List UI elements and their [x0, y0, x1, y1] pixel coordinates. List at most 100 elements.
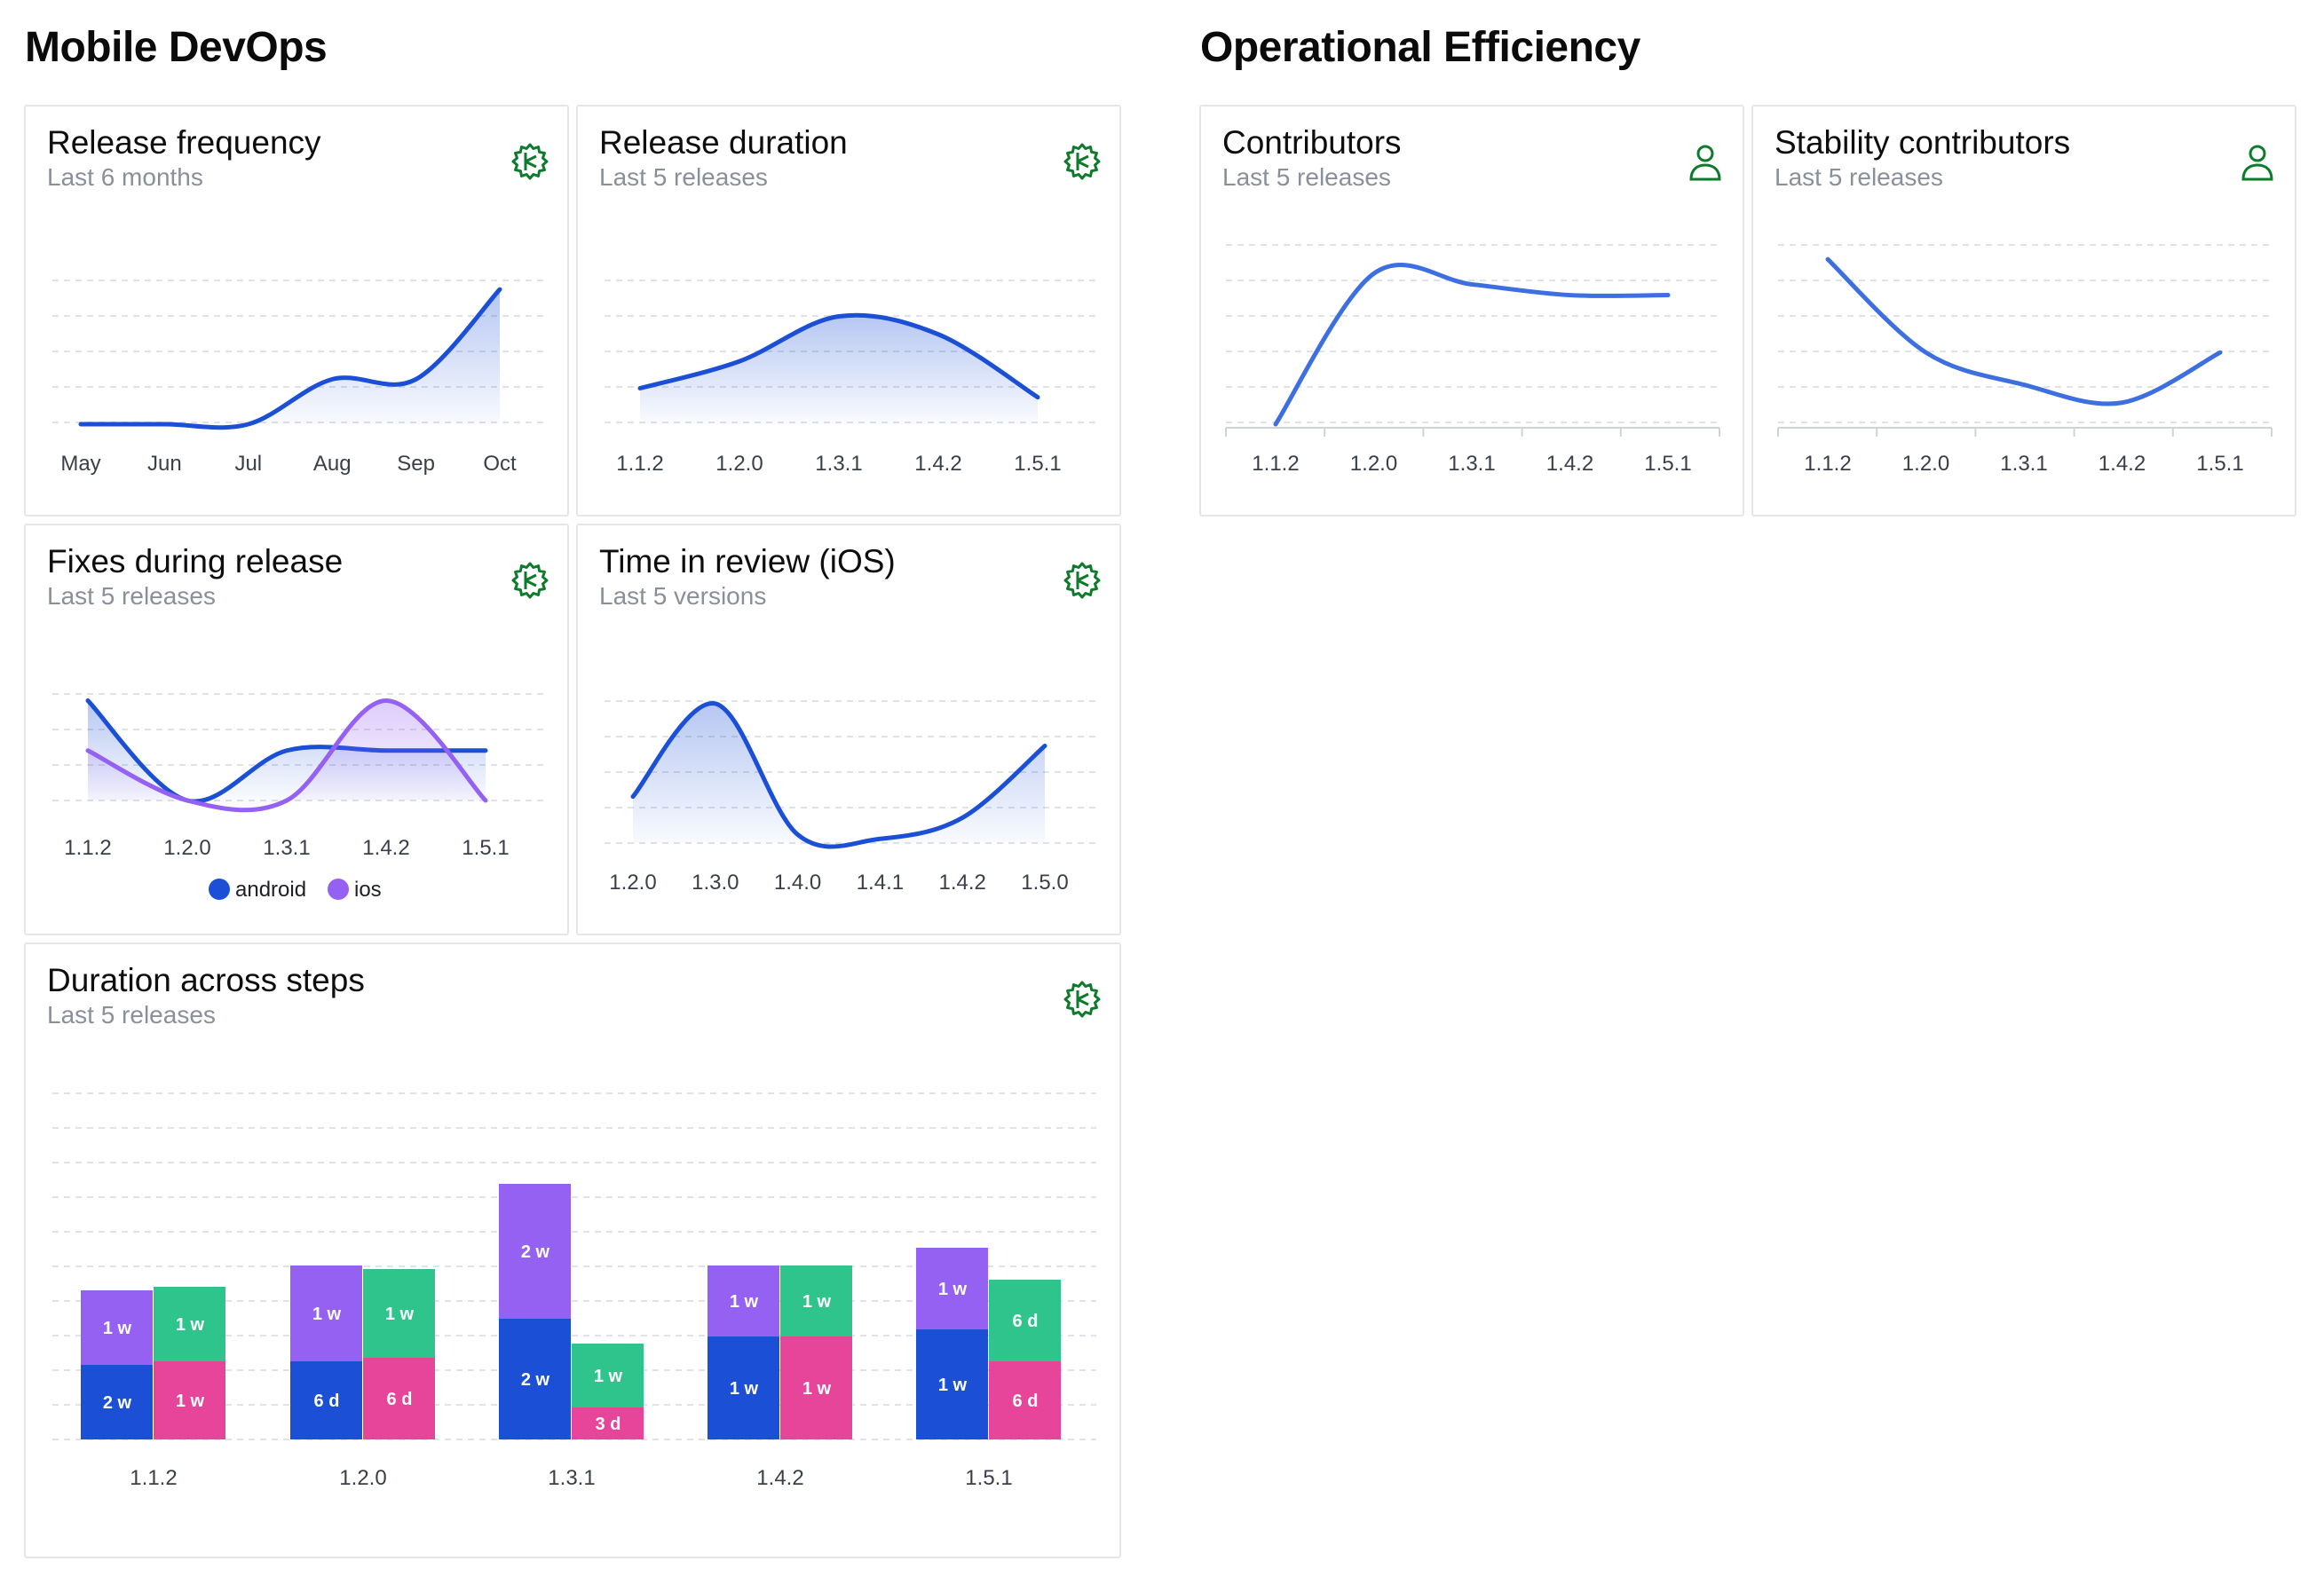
gear-shape — [511, 562, 549, 599]
x-tick-label: 1.5.1 — [1644, 452, 1691, 476]
bar-label: 1 w — [802, 1292, 832, 1312]
x-tick-label: 1.3.0 — [692, 871, 739, 895]
bar-label: 1 w — [312, 1305, 342, 1324]
bar-label: 2 w — [521, 1370, 550, 1390]
bar-segment-android — [290, 1265, 362, 1361]
bar-segment-android — [81, 1365, 153, 1439]
bar-label: 1 w — [176, 1392, 205, 1411]
x-tick-label: 1.1.2 — [130, 1466, 177, 1490]
user-body — [2241, 163, 2273, 181]
stability-contributors-chart: 1.1.2 1.2.0 1.3.1 1.4.2 1.5.1 — [1777, 244, 2273, 476]
x-tick-label: 1.5.1 — [965, 1466, 1012, 1490]
x-tick-label: Aug — [313, 452, 352, 476]
gear-glyph — [1076, 153, 1089, 170]
gear-icon[interactable] — [509, 140, 551, 183]
series-line-value — [630, 701, 1047, 849]
time-in-review-chart: 1.2.0 1.3.0 1.4.0 1.4.1 1.4.2 1.5.0 — [605, 700, 1096, 895]
legend-label-android: android — [235, 878, 306, 902]
card-subtitle: Last 5 releases — [47, 1001, 216, 1029]
x-tick-label: 1.2.0 — [339, 1466, 386, 1490]
duration-across-steps-card[interactable]: Duration across steps Last 5 releases 2 … — [24, 942, 1121, 1558]
card-subtitle: Last 5 releases — [47, 582, 216, 610]
x-tick-label: 1.3.1 — [815, 452, 862, 476]
x-tick-label: 1.4.2 — [914, 452, 961, 476]
x-tick-label: Jun — [147, 452, 182, 476]
gear-outline — [1063, 562, 1101, 599]
release-frequency-card[interactable]: Release frequency Last 6 months May Jun Ju… — [24, 105, 569, 516]
x-tick-label: Oct — [483, 452, 517, 476]
bar-segment-ios — [154, 1287, 225, 1361]
x-tick-label: 1.5.1 — [1014, 452, 1061, 476]
bar-label: 1 w — [103, 1319, 132, 1338]
card-title: Contributors — [1222, 124, 1402, 161]
gear-icon[interactable] — [1061, 978, 1103, 1021]
x-tick-label: 1.5.1 — [2196, 452, 2243, 476]
gear-outline — [511, 562, 549, 599]
gear-icon[interactable] — [509, 559, 551, 602]
series-line-value — [1273, 263, 1671, 427]
bar-segment-ios — [780, 1336, 852, 1439]
x-tick-label: 1.2.0 — [715, 452, 763, 476]
bar-label: 1 w — [385, 1305, 415, 1324]
bar-segment-ios — [572, 1407, 644, 1439]
series-area-value — [81, 289, 500, 428]
release-duration-card[interactable]: Release duration Last 5 releases 1.1.2 1.… — [576, 105, 1121, 516]
bar-segment-android — [707, 1336, 779, 1439]
x-tick-label: 1.3.1 — [548, 1466, 595, 1490]
bar-segment-ios — [363, 1358, 435, 1439]
gear-glyph — [1076, 572, 1089, 589]
card-title: Time in review (iOS) — [599, 543, 896, 580]
fixes-during-release-chart: 1.1.2 1.2.0 1.3.1 1.4.2 1.5.1 android ios — [52, 693, 544, 902]
bar-segment-android — [499, 1319, 571, 1439]
user-icon[interactable] — [1684, 140, 1727, 183]
bar-segment-ios — [989, 1280, 1061, 1361]
bar-segment-android — [707, 1265, 779, 1336]
bar-segment-android — [290, 1361, 362, 1439]
fixes-during-release-card[interactable]: Fixes during release Last 5 releases 1.1… — [24, 524, 569, 935]
card-title: Release frequency — [47, 124, 321, 161]
x-tick-label: 1.1.2 — [1804, 452, 1851, 476]
gear-icon[interactable] — [1061, 559, 1103, 602]
bar-label: 6 d — [1013, 1312, 1039, 1331]
release-frequency-chart: May Jun Jul Aug Sep Oct — [52, 280, 544, 476]
bar-label: 2 w — [521, 1242, 550, 1262]
bar-label: 6 d — [387, 1390, 413, 1409]
contributors-card[interactable]: Contributors Last 5 releases 1.1.2 1.2.0 1… — [1199, 105, 1744, 516]
gear-shape — [1063, 143, 1101, 180]
bar-segment-ios — [363, 1269, 435, 1358]
card-subtitle: Last 6 months — [47, 163, 203, 191]
series-line-ios — [85, 698, 488, 813]
x-tick-label: 1.1.2 — [64, 836, 111, 860]
series-line-value — [1825, 256, 2223, 406]
bar-label: 2 w — [103, 1393, 132, 1413]
x-tick-label: 1.1.2 — [1252, 452, 1299, 476]
x-tick-label: 1.2.0 — [609, 871, 656, 895]
user-body — [1689, 163, 1721, 181]
time-in-review-card[interactable]: Time in review (iOS) Last 5 versions 1.2… — [576, 524, 1121, 935]
card-subtitle: Last 5 releases — [1222, 163, 1391, 191]
x-tick-label: May — [60, 452, 100, 476]
gear-shape — [511, 143, 549, 180]
gear-glyph — [524, 153, 537, 170]
series-area-value — [633, 703, 1045, 848]
x-tick-label: 1.4.1 — [857, 871, 904, 895]
user-shape — [1689, 145, 1721, 181]
bar-segment-ios — [780, 1265, 852, 1336]
legend-swatch-ios — [328, 879, 349, 900]
series-area-value — [640, 315, 1038, 424]
user-icon[interactable] — [2236, 140, 2279, 183]
bar-label: 1 w — [802, 1379, 832, 1399]
card-subtitle: Last 5 releases — [1775, 163, 1943, 191]
gear-shape — [1063, 981, 1101, 1018]
stability-contributors-card[interactable]: Stability contributors Last 5 releases 1… — [1751, 105, 2296, 516]
gear-outline — [1063, 143, 1101, 180]
series-area-ios — [88, 700, 486, 810]
x-tick-label: 1.4.2 — [939, 871, 986, 895]
user-head — [2249, 145, 2266, 162]
x-tick-label: 1.5.0 — [1021, 871, 1068, 895]
gear-glyph — [524, 572, 537, 589]
gear-outline — [511, 143, 549, 180]
gear-icon[interactable] — [1061, 140, 1103, 183]
bar-segment-android — [916, 1329, 988, 1439]
x-tick-label: 1.4.2 — [2099, 452, 2146, 476]
